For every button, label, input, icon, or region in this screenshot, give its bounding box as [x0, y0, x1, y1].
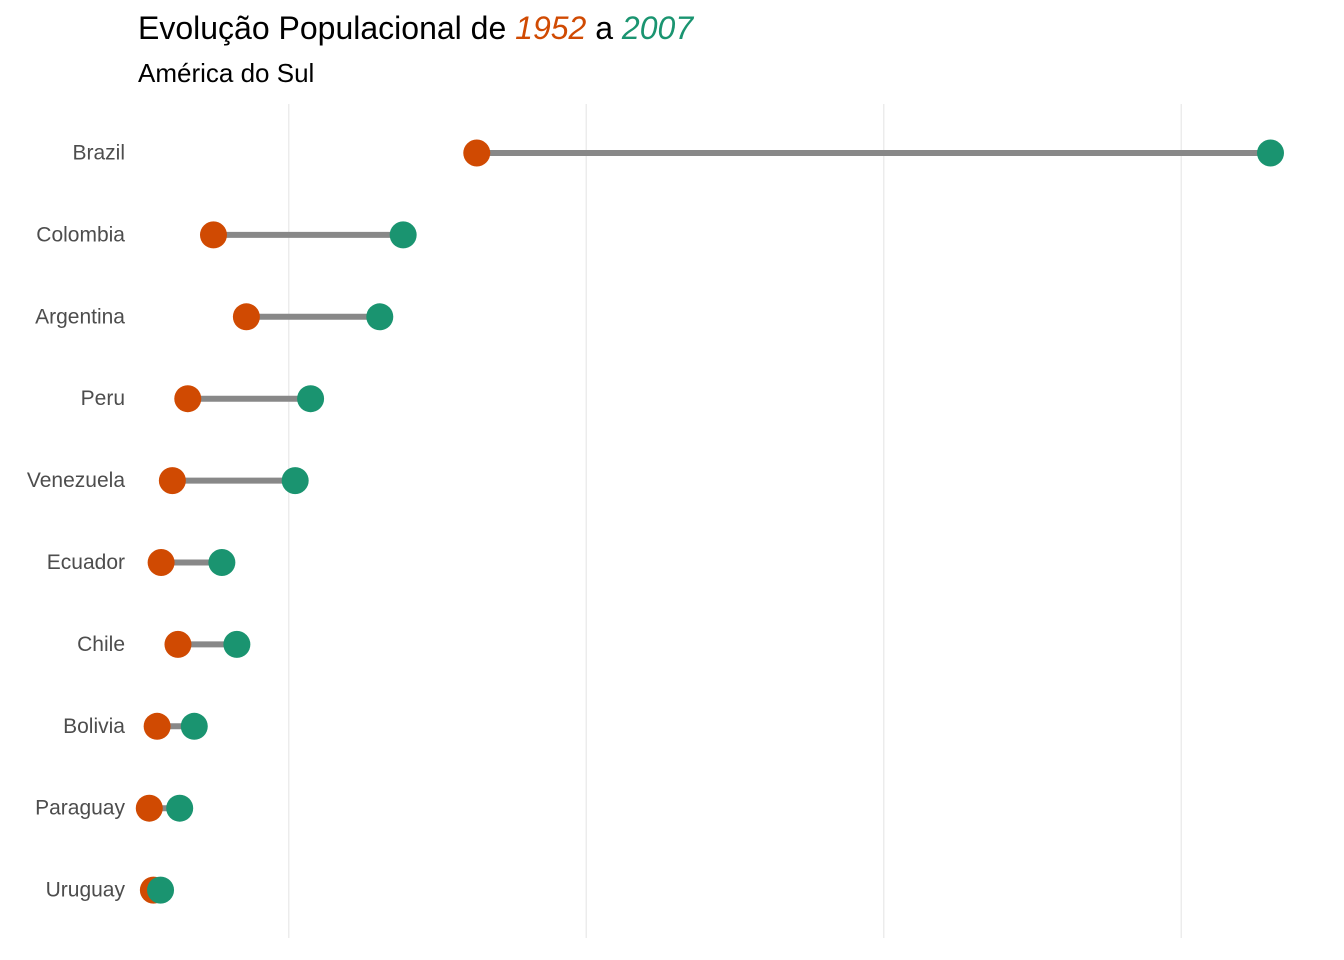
grid-lines: [288, 104, 1182, 938]
y-tick-label: Uruguay: [46, 879, 126, 902]
y-tick-label: Colombia: [36, 223, 125, 246]
point-2007-brazil: [1257, 139, 1284, 167]
title-middle: a: [586, 10, 622, 46]
point-2007-venezuela: [281, 467, 309, 495]
point-1952-chile: [164, 630, 192, 658]
point-2007-paraguay: [166, 794, 194, 822]
y-tick-label: Peru: [81, 387, 125, 410]
y-tick-label: Brazil: [72, 142, 125, 165]
point-1952-argentina: [232, 303, 260, 331]
point-2007-colombia: [389, 221, 417, 249]
point-2007-uruguay: [147, 876, 175, 904]
point-2007-ecuador: [208, 549, 236, 576]
y-tick-label: Venezuela: [27, 469, 125, 492]
y-tick-label: Ecuador: [47, 551, 125, 574]
y-tick-label: Paraguay: [35, 797, 125, 820]
points: [135, 139, 1284, 904]
point-1952-colombia: [199, 221, 227, 249]
point-1952-paraguay: [135, 794, 163, 822]
point-1952-venezuela: [158, 467, 186, 495]
point-1952-bolivia: [143, 712, 171, 740]
chart-subtitle: América do Sul: [138, 58, 315, 88]
point-2007-peru: [297, 385, 325, 413]
y-tick-label: Argentina: [35, 305, 125, 328]
point-1952-peru: [174, 385, 202, 413]
y-tick-label: Chile: [77, 633, 125, 656]
point-1952-ecuador: [147, 549, 175, 576]
point-2007-chile: [223, 630, 251, 658]
chart-title: Evolução Populacional de 1952 a 2007: [138, 8, 693, 48]
segments: [149, 150, 1271, 894]
y-tick-label: Bolivia: [63, 715, 125, 738]
title-prefix: Evolução Populacional de: [138, 10, 516, 46]
point-2007-argentina: [366, 303, 394, 331]
title-start-year: 1952: [515, 10, 587, 46]
point-2007-bolivia: [180, 712, 208, 740]
y-tick-labels: Brazil Colombia Argentina Peru Venezuela Ecua…: [27, 142, 126, 902]
title-end-year: 2007: [621, 10, 694, 46]
point-1952-brazil: [463, 139, 491, 167]
